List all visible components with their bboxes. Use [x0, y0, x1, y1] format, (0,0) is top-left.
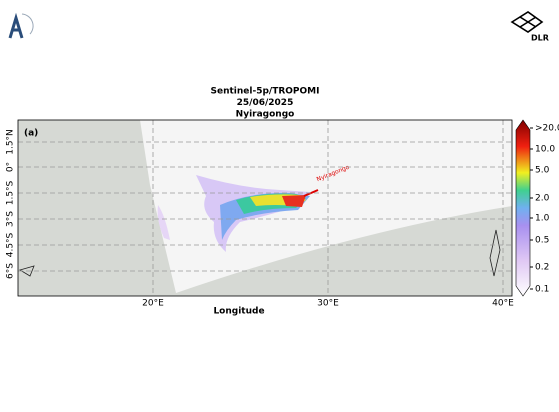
map: Nyiragongo 1.5°N0°1.5°S3°S4.5°S6°S20°E 30…: [6, 119, 514, 309]
colorbar-label: 5.0: [535, 166, 550, 176]
colorbar: >20.0 10.0 5.0 2.0 1.0 0.5 0.2 0.1: [515, 119, 559, 297]
dlr-logo: DLR: [510, 11, 549, 43]
x-axis-label: Longitude: [213, 307, 264, 317]
lat-label: 4.5°S: [6, 232, 16, 257]
title-line: Sentinel-5p/TROPOMI: [211, 87, 320, 97]
colorbar-label: >20.0: [535, 124, 559, 134]
colorbar-label: 0.5: [535, 236, 549, 246]
title-line: 25/06/2025: [237, 98, 294, 108]
lon-label: 20°E: [142, 299, 164, 309]
lon-label: 30°E: [317, 299, 339, 309]
lon-label: 40°E: [492, 299, 514, 309]
lat-label: 1.5°N: [6, 129, 16, 155]
colorbar-label: 2.0: [535, 194, 550, 204]
title-line: Nyiragongo: [236, 110, 295, 120]
colorbar-label: 10.0: [535, 145, 555, 155]
colorbar-label: 1.0: [535, 214, 550, 224]
colorbar-label: 0.2: [535, 263, 549, 273]
colorbar-label: 0.1: [535, 285, 549, 295]
lat-label: 1.5°S: [6, 180, 16, 205]
logo-text: DLR: [531, 34, 549, 43]
left-logo: [8, 12, 34, 39]
lat-label: 3°S: [6, 211, 16, 227]
lat-label: 6°S: [6, 263, 16, 279]
panel-label: (a): [24, 129, 38, 139]
lat-label: 0°: [6, 162, 16, 172]
